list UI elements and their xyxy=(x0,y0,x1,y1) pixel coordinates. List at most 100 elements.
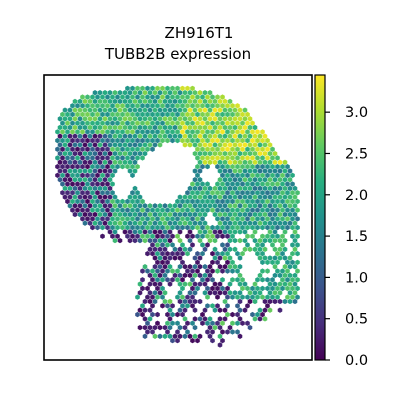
spot xyxy=(257,211,263,218)
spot xyxy=(85,146,90,152)
spot xyxy=(260,216,265,222)
spot xyxy=(112,98,118,105)
spot xyxy=(225,251,230,257)
spot xyxy=(192,150,198,157)
spot xyxy=(90,146,95,152)
spot xyxy=(180,94,185,100)
spot xyxy=(272,264,278,270)
spot xyxy=(237,194,243,200)
spot xyxy=(135,137,140,144)
spot xyxy=(187,211,193,218)
spot xyxy=(62,194,68,200)
spot xyxy=(97,150,103,157)
spot xyxy=(255,190,260,196)
spot xyxy=(220,172,225,178)
spot xyxy=(252,185,258,192)
spot xyxy=(255,146,260,152)
spot xyxy=(105,155,110,161)
spot xyxy=(157,107,163,113)
spot xyxy=(67,159,73,165)
spot xyxy=(127,124,133,131)
spot xyxy=(280,285,285,292)
spot xyxy=(165,329,170,335)
spot xyxy=(97,98,103,105)
spot xyxy=(152,90,158,96)
spot xyxy=(237,229,243,235)
spot xyxy=(130,233,135,239)
spot xyxy=(215,285,220,292)
spot xyxy=(155,268,160,274)
spot xyxy=(152,324,158,331)
spot xyxy=(80,181,85,187)
spot xyxy=(157,124,163,131)
spot xyxy=(205,129,210,135)
spot xyxy=(290,233,295,239)
spot xyxy=(110,207,115,213)
spot xyxy=(240,190,245,196)
spot xyxy=(80,155,85,161)
spot xyxy=(215,120,220,126)
spot xyxy=(205,294,210,300)
spot xyxy=(132,159,138,165)
spot xyxy=(192,290,198,296)
spot xyxy=(257,177,263,183)
spot xyxy=(210,338,215,344)
spot xyxy=(65,137,70,144)
spot xyxy=(247,168,253,174)
spot xyxy=(170,277,175,283)
spot xyxy=(227,168,233,174)
spot xyxy=(135,216,140,222)
spot xyxy=(235,303,240,309)
spot xyxy=(232,237,238,244)
spot xyxy=(220,268,225,274)
spot xyxy=(135,111,140,118)
spot xyxy=(200,137,205,144)
spot xyxy=(82,194,88,200)
spot xyxy=(267,150,273,157)
spot xyxy=(215,103,220,109)
spot xyxy=(97,177,103,183)
spot xyxy=(152,290,158,296)
spot xyxy=(217,98,223,105)
spot xyxy=(175,268,180,274)
spot xyxy=(195,268,200,274)
spot xyxy=(210,320,215,326)
spot xyxy=(130,111,135,118)
spot xyxy=(232,150,238,157)
spot xyxy=(190,103,195,109)
spot xyxy=(172,133,178,139)
spot xyxy=(140,120,145,126)
spot xyxy=(240,285,245,292)
spot xyxy=(230,181,235,187)
spot xyxy=(215,164,220,170)
spot xyxy=(232,264,238,270)
spot xyxy=(195,251,200,257)
spot xyxy=(145,137,150,144)
spot xyxy=(285,207,290,213)
spot xyxy=(187,116,193,122)
spot xyxy=(262,150,268,157)
spot xyxy=(192,142,198,148)
spot xyxy=(222,142,228,148)
spot xyxy=(135,129,140,135)
spot xyxy=(182,264,188,270)
spot xyxy=(227,220,233,226)
spot xyxy=(255,137,260,144)
spot xyxy=(240,224,245,231)
spot xyxy=(147,229,153,235)
spot xyxy=(250,198,255,205)
spot xyxy=(102,168,108,174)
spot xyxy=(57,168,63,174)
spot xyxy=(210,129,215,135)
spot xyxy=(112,168,118,174)
spot xyxy=(110,155,115,161)
spot xyxy=(185,207,190,213)
spot xyxy=(187,290,193,296)
spot xyxy=(202,194,208,200)
spot xyxy=(205,303,210,309)
spot xyxy=(122,133,128,139)
spot xyxy=(102,220,108,226)
spot xyxy=(290,216,295,222)
spot xyxy=(217,316,223,322)
spot xyxy=(235,216,240,222)
